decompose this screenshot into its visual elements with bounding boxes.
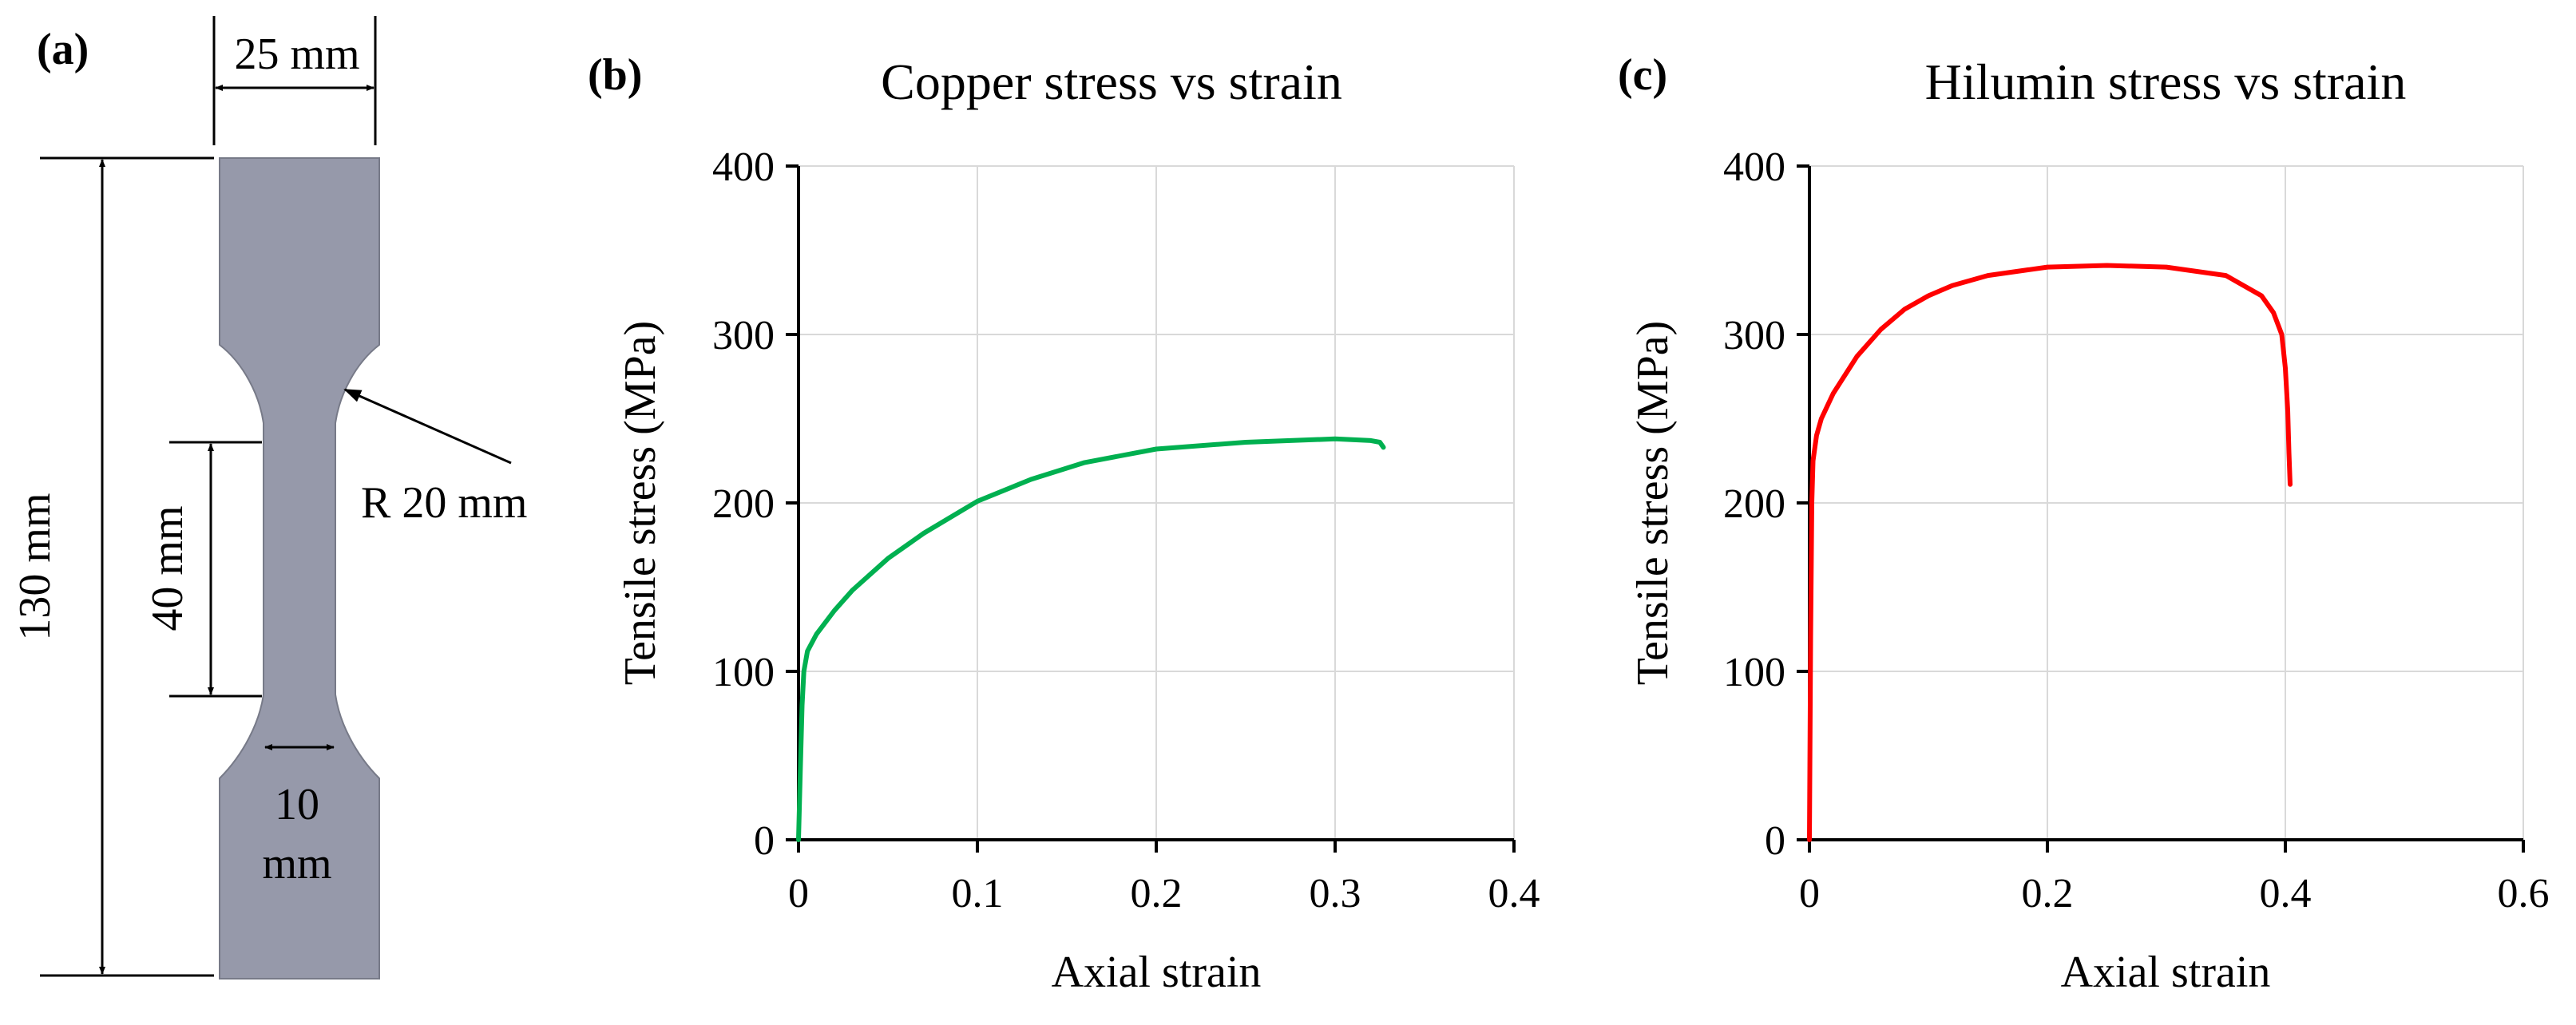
- copper-xtick-label-0: 0: [788, 871, 809, 916]
- hilumin-ytick-label-4: 400: [1723, 144, 1785, 190]
- copper-xtick-label-1: 0.1: [952, 871, 1004, 916]
- copper-chart-title: Copper stress vs strain: [881, 53, 1342, 110]
- hilumin-x-axis-label: Axial strain: [2061, 948, 2271, 997]
- copper-xtick-label-4: 0.4: [1488, 871, 1540, 916]
- hilumin-ytick-label-0: 0: [1765, 818, 1785, 864]
- specimen-panel: (a) 25 mm 130 mm 40 mm 10 mm R 20 mm: [10, 16, 527, 979]
- neck-dimension-label-line2: mm: [262, 839, 331, 888]
- copper-ytick-label-0: 0: [754, 818, 775, 864]
- panel-label-b: (b): [588, 50, 642, 100]
- hilumin-ytick-label-3: 300: [1723, 313, 1785, 358]
- hilumin-stress-strain-curve: [1807, 263, 2293, 842]
- radius-leader-arrow: [343, 388, 512, 465]
- copper-ytick-label-2: 200: [712, 481, 775, 527]
- hilumin-xtick-label-0: 0: [1799, 871, 1820, 916]
- radius-dimension-label: R 20 mm: [361, 478, 527, 528]
- specimen-shape: [219, 157, 380, 979]
- neck-dimension-label-line1: 10: [275, 780, 319, 829]
- hilumin-xtick-label-1: 0.2: [2022, 871, 2074, 916]
- copper-ytick-label-4: 400: [712, 144, 775, 190]
- hilumin-chart: (c) Hilumin stress vs strain 0 100 200 300 4…: [1618, 50, 2550, 997]
- copper-ytick-label-3: 300: [712, 313, 775, 358]
- copper-grid: [799, 165, 1515, 840]
- copper-xtick-label-2: 0.2: [1131, 871, 1183, 916]
- length-dimension-label: 130 mm: [10, 493, 60, 640]
- hilumin-ytick-label-2: 200: [1723, 481, 1785, 527]
- hilumin-ticks: 0 100 200 300 400 0 0.2 0.4 0.6: [1723, 144, 2550, 916]
- copper-xtick-label-3: 0.3: [1310, 871, 1361, 916]
- hilumin-ytick-label-1: 100: [1723, 650, 1785, 695]
- panel-label-a: (a): [37, 25, 89, 74]
- width-dimension-label: 25 mm: [234, 30, 359, 79]
- hilumin-grid: [1809, 165, 2524, 840]
- copper-ticks: 0 100 200 300 400 0 0.1 0.2 0.3 0.4: [712, 144, 1540, 916]
- copper-x-axis-label: Axial strain: [1052, 948, 1262, 997]
- copper-y-axis-label: Tensile stress (MPa): [616, 321, 665, 685]
- gauge-dimension-label: 40 mm: [143, 505, 192, 631]
- panel-label-c: (c): [1618, 50, 1667, 100]
- hilumin-xtick-label-2: 0.4: [2260, 871, 2312, 916]
- copper-ytick-label-1: 100: [712, 650, 775, 695]
- copper-stress-strain-curve: [796, 436, 1386, 842]
- copper-chart: (b) Copper stress vs strain 0 100 200 300 40…: [588, 50, 1540, 997]
- hilumin-y-axis-label: Tensile stress (MPa): [1628, 321, 1678, 685]
- hilumin-chart-title: Hilumin stress vs strain: [1925, 53, 2407, 110]
- hilumin-xtick-label-3: 0.6: [2498, 871, 2550, 916]
